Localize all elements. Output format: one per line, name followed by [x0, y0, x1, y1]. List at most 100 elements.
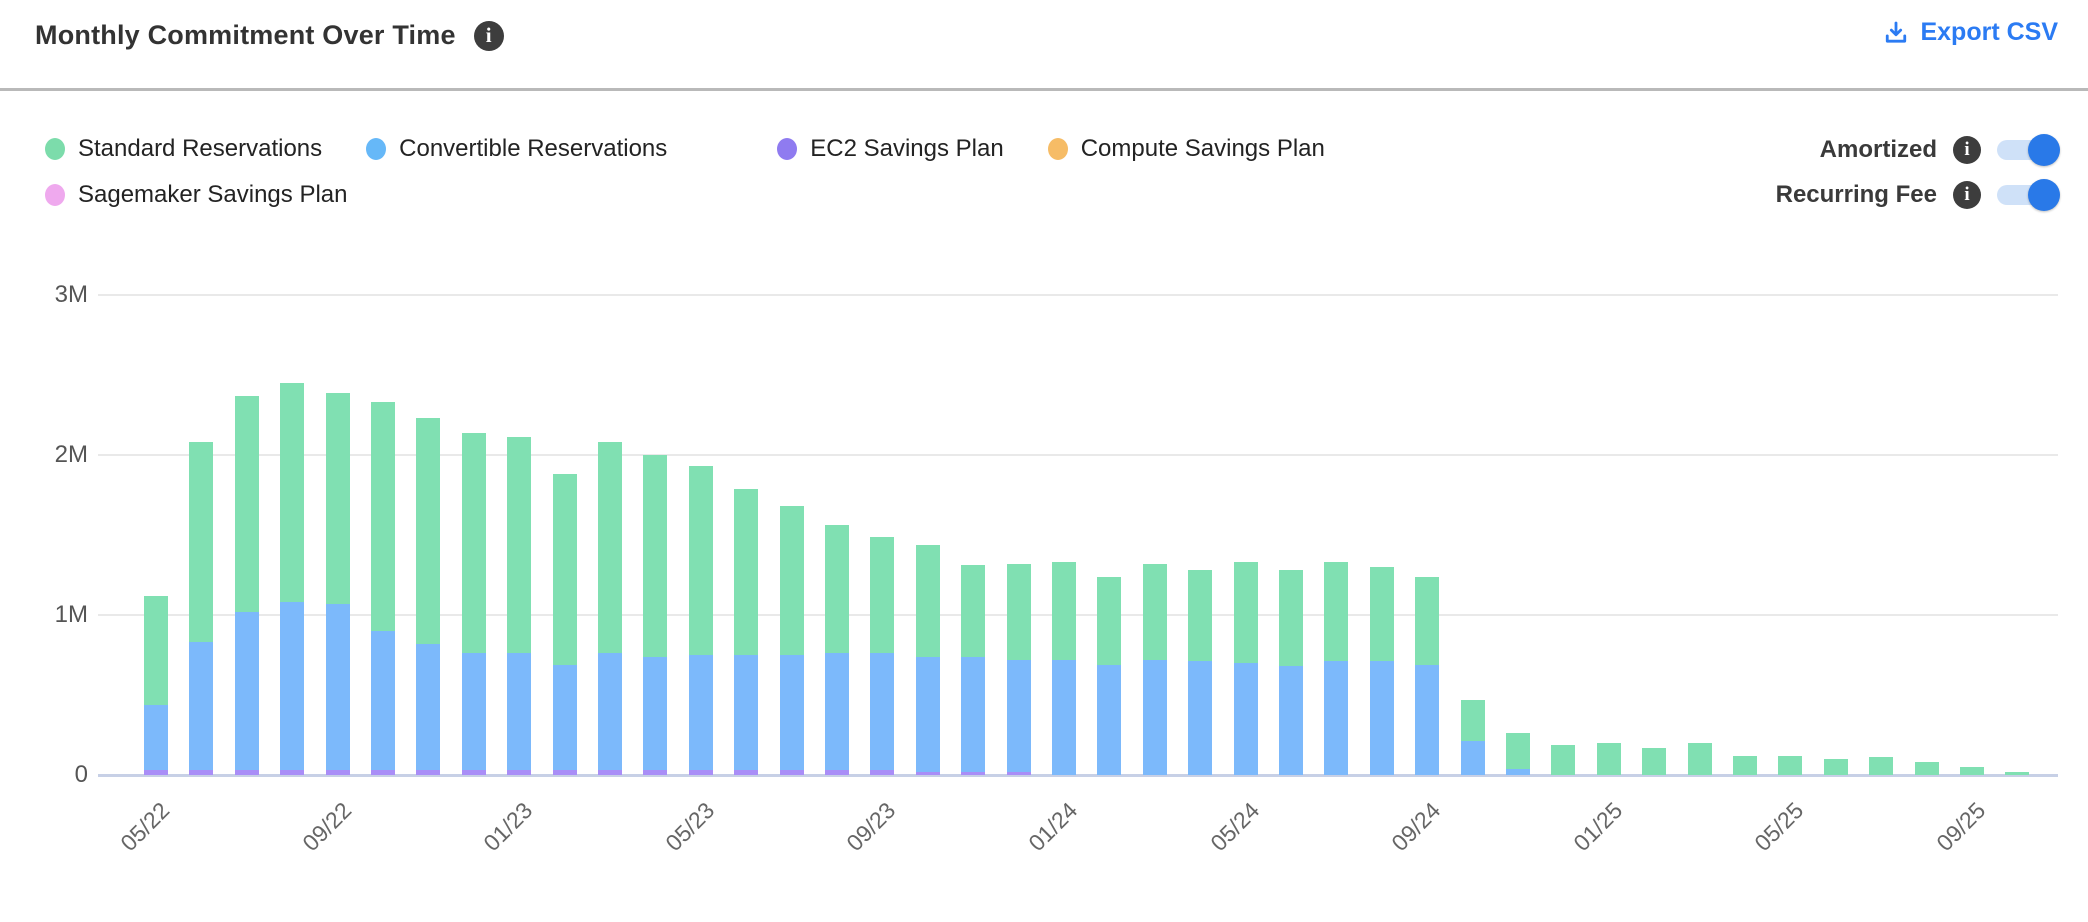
bar-segment-standard-reservations[interactable]: [189, 442, 214, 643]
bar-05-22[interactable]: [144, 595, 168, 775]
bar-segment-standard-reservations[interactable]: [1097, 576, 1122, 665]
bar-12-23[interactable]: [1006, 563, 1031, 775]
amortized-toggle[interactable]: [1997, 134, 2060, 166]
bar-segment-convertible-reservations[interactable]: [552, 664, 577, 771]
bar-segment-standard-reservations[interactable]: [1324, 562, 1349, 662]
bar-segment-standard-reservations[interactable]: [1869, 757, 1894, 775]
bar-segment-convertible-reservations[interactable]: [1506, 768, 1530, 775]
bar-segment-standard-reservations[interactable]: [688, 466, 713, 656]
bar-segment-standard-reservations[interactable]: [598, 442, 622, 654]
bar-01-24[interactable]: [1052, 562, 1076, 775]
bar-segment-convertible-reservations[interactable]: [507, 653, 532, 771]
bar-segment-standard-reservations[interactable]: [1006, 563, 1031, 660]
bar-segment-ec2-savings-plan[interactable]: [416, 770, 441, 775]
bar-06-22[interactable]: [189, 442, 214, 775]
bar-segment-standard-reservations[interactable]: [1369, 567, 1394, 662]
bar-09-24[interactable]: [1415, 576, 1440, 775]
bar-segment-ec2-savings-plan[interactable]: [461, 770, 486, 775]
bar-segment-standard-reservations[interactable]: [1142, 563, 1167, 660]
bar-segment-ec2-savings-plan[interactable]: [870, 770, 895, 775]
bar-segment-convertible-reservations[interactable]: [1369, 661, 1394, 775]
bar-segment-ec2-savings-plan[interactable]: [507, 770, 532, 775]
bar-segment-standard-reservations[interactable]: [1233, 562, 1258, 663]
bar-segment-ec2-savings-plan[interactable]: [325, 770, 350, 775]
bar-segment-convertible-reservations[interactable]: [643, 656, 668, 771]
bar-segment-standard-reservations[interactable]: [643, 455, 668, 657]
bar-segment-convertible-reservations[interactable]: [1052, 659, 1076, 775]
bar-segment-ec2-savings-plan[interactable]: [915, 771, 940, 775]
bar-05-23[interactable]: [688, 466, 713, 775]
bar-10-24[interactable]: [1460, 699, 1485, 775]
bar-segment-convertible-reservations[interactable]: [825, 653, 849, 771]
bar-segment-standard-reservations[interactable]: [2005, 771, 2030, 775]
bar-segment-standard-reservations[interactable]: [507, 437, 532, 654]
bar-segment-convertible-reservations[interactable]: [189, 642, 214, 771]
bar-segment-ec2-savings-plan[interactable]: [643, 770, 668, 775]
export-csv-button[interactable]: Export CSV: [1882, 18, 2058, 47]
bar-04-24[interactable]: [1188, 570, 1213, 775]
bar-segment-ec2-savings-plan[interactable]: [280, 770, 305, 775]
bar-segment-convertible-reservations[interactable]: [1097, 664, 1122, 775]
bar-segment-convertible-reservations[interactable]: [461, 653, 486, 771]
bar-08-22[interactable]: [280, 383, 305, 775]
bar-05-25[interactable]: [1778, 755, 1803, 775]
bar-segment-standard-reservations[interactable]: [325, 392, 350, 604]
bar-segment-ec2-savings-plan[interactable]: [779, 770, 804, 775]
bar-segment-ec2-savings-plan[interactable]: [552, 770, 577, 775]
bar-03-25[interactable]: [1687, 743, 1712, 775]
bar-08-24[interactable]: [1369, 567, 1394, 775]
bar-segment-ec2-savings-plan[interactable]: [961, 771, 986, 775]
bar-segment-standard-reservations[interactable]: [552, 474, 577, 665]
bar-segment-convertible-reservations[interactable]: [1415, 664, 1440, 775]
bar-04-25[interactable]: [1733, 755, 1757, 775]
bar-segment-standard-reservations[interactable]: [1733, 755, 1757, 775]
bar-segment-ec2-savings-plan[interactable]: [371, 770, 395, 775]
bar-segment-convertible-reservations[interactable]: [734, 655, 759, 771]
recurring-fee-toggle[interactable]: [1997, 179, 2060, 211]
bar-01-25[interactable]: [1596, 743, 1621, 775]
bar-segment-standard-reservations[interactable]: [280, 383, 305, 603]
bar-02-23[interactable]: [552, 474, 577, 775]
bar-segment-standard-reservations[interactable]: [234, 395, 259, 612]
bar-segment-convertible-reservations[interactable]: [416, 643, 441, 771]
bar-12-24[interactable]: [1551, 744, 1576, 775]
bar-segment-standard-reservations[interactable]: [1596, 743, 1621, 775]
bar-07-25[interactable]: [1869, 757, 1894, 775]
bar-03-24[interactable]: [1142, 563, 1167, 775]
bar-segment-ec2-savings-plan[interactable]: [1006, 771, 1031, 775]
bar-segment-convertible-reservations[interactable]: [779, 655, 804, 771]
bar-segment-convertible-reservations[interactable]: [144, 704, 168, 771]
bar-segment-ec2-savings-plan[interactable]: [234, 770, 259, 775]
bar-10-25[interactable]: [2005, 771, 2030, 775]
bar-segment-standard-reservations[interactable]: [461, 432, 486, 654]
bar-segment-standard-reservations[interactable]: [825, 525, 849, 654]
bar-11-24[interactable]: [1506, 733, 1530, 775]
bar-07-22[interactable]: [234, 395, 259, 775]
bar-segment-convertible-reservations[interactable]: [1279, 666, 1303, 775]
bar-segment-convertible-reservations[interactable]: [915, 656, 940, 772]
bar-segment-convertible-reservations[interactable]: [688, 655, 713, 771]
bar-segment-convertible-reservations[interactable]: [325, 603, 350, 771]
bar-segment-standard-reservations[interactable]: [1914, 762, 1939, 775]
bar-09-23[interactable]: [870, 536, 895, 775]
bar-segment-standard-reservations[interactable]: [1687, 743, 1712, 775]
bar-08-25[interactable]: [1914, 762, 1939, 775]
bar-segment-convertible-reservations[interactable]: [280, 602, 305, 771]
bar-segment-ec2-savings-plan[interactable]: [144, 770, 168, 775]
amortized-info-icon[interactable]: i: [1953, 136, 1981, 164]
bar-segment-ec2-savings-plan[interactable]: [825, 770, 849, 775]
bar-02-25[interactable]: [1642, 747, 1667, 775]
bar-segment-convertible-reservations[interactable]: [1142, 659, 1167, 775]
bar-segment-standard-reservations[interactable]: [1778, 755, 1803, 775]
legend-item-ec2-savings-plan[interactable]: EC2 Savings Plan: [777, 135, 1004, 163]
bar-02-24[interactable]: [1097, 576, 1122, 775]
recurring-fee-info-icon[interactable]: i: [1953, 181, 1981, 209]
bar-segment-standard-reservations[interactable]: [1823, 759, 1848, 775]
bar-segment-ec2-savings-plan[interactable]: [598, 770, 622, 775]
bar-segment-standard-reservations[interactable]: [734, 488, 759, 656]
bar-segment-standard-reservations[interactable]: [870, 536, 895, 654]
legend-item-convertible-reservations[interactable]: Convertible Reservations: [366, 135, 667, 163]
bar-segment-standard-reservations[interactable]: [144, 595, 168, 705]
bar-11-22[interactable]: [416, 418, 441, 775]
bar-06-25[interactable]: [1823, 759, 1848, 775]
